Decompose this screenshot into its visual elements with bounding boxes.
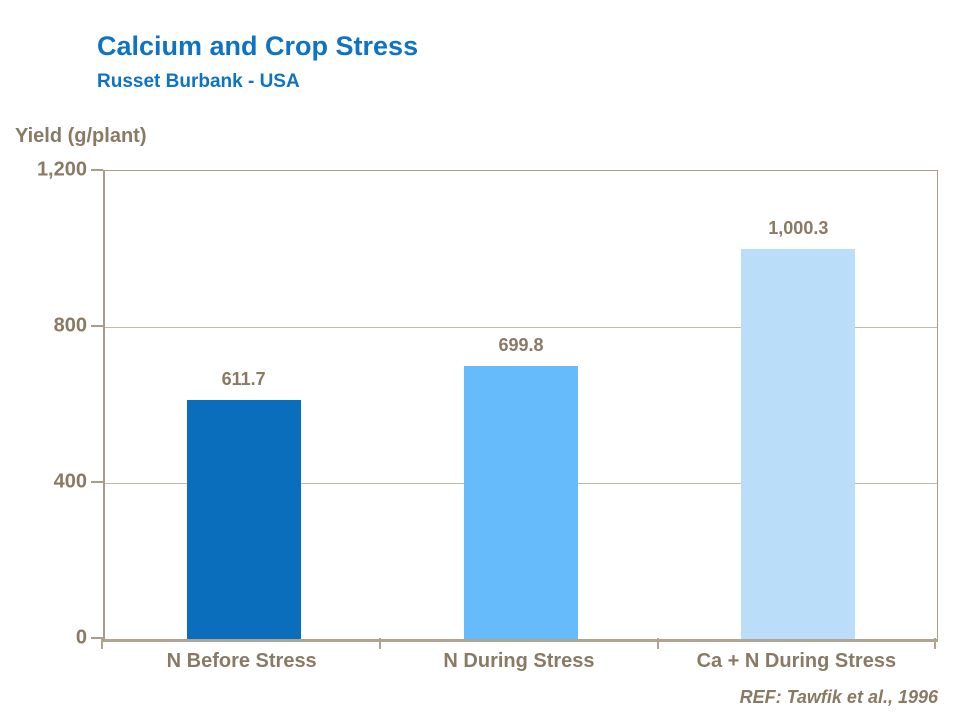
y-tick-mark-400 [91,481,103,483]
y-tick-label-800: 800 [53,314,87,337]
gridline-800 [105,326,937,328]
x-boundary-tick-1 [379,638,382,649]
x-boundary-tick-0 [101,638,103,649]
x-tick-label-n-before-stress: N Before Stress [166,650,317,672]
y-tick-label-0: 0 [75,626,87,649]
y-tick-mark-1200 [91,169,103,171]
bar-ca-n-during-stress [741,248,856,639]
y-axis-title: Yield (g/plant) [15,125,147,147]
y-tick-mark-0 [91,637,103,639]
chart-subtitle: Russet Burbank - USA [97,71,300,92]
y-tick-label-400: 400 [53,470,87,493]
x-boundary-tick-2 [656,638,659,649]
x-tick-label-ca-n-during-stress: Ca + N During Stress [696,650,897,672]
bar-value-label-n-before-stress: 611.7 [221,369,266,390]
y-tick-mark-800 [91,325,103,327]
bar-n-during-stress [464,366,578,639]
reference-text: REF: Tawfik et al., 1996 [739,687,938,707]
plot-area: 611.7 699.8 1,000.3 [103,170,938,642]
y-tick-label-1200: 1,200 [36,158,87,181]
x-tick-label-n-during-stress: N During Stress [443,650,595,672]
x-boundary-tick-3 [934,638,936,649]
bar-value-label-n-during-stress: 699.8 [498,335,544,356]
bar-n-before-stress [186,400,301,639]
x-axis-labels: N Before Stress N During Stress Ca + N Dur… [103,650,935,680]
y-axis-labels: 0 400 800 1,200 [0,159,87,649]
chart-title: Calcium and Crop Stress [97,31,419,61]
bar-value-label-ca-n-during-stress: 1,000.3 [768,217,829,238]
